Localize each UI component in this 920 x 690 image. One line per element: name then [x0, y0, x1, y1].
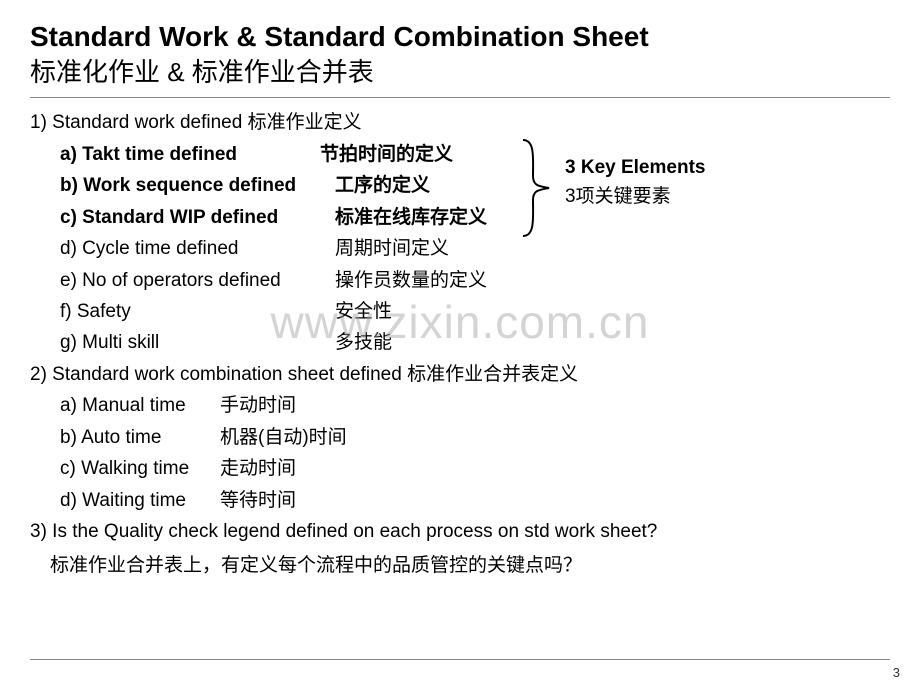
item-zh: 机器(自动)时间: [220, 423, 347, 452]
list-item: b) Work sequence defined 工序的定义: [30, 171, 890, 200]
section3-zh: 标准作业合并表上，有定义每个流程中的品质管控的关键点吗？: [30, 551, 890, 580]
key-elements-zh: 3项关键要素: [565, 183, 705, 212]
title-block: Standard Work & Standard Combination She…: [30, 20, 890, 89]
section1-heading-en: 1) Standard work defined: [30, 108, 242, 137]
list-item: d) Waiting time 等待时间: [30, 486, 890, 515]
slide: Standard Work & Standard Combination She…: [0, 0, 920, 592]
list-item: f) Safety 安全性: [30, 297, 890, 326]
content: 1) Standard work defined 标准作业定义 a) Takt …: [30, 108, 890, 580]
page-number: 3: [893, 665, 900, 680]
list-item: a) Manual time 手动时间: [30, 391, 890, 420]
section3-text-zh: 标准作业合并表上，有定义每个流程中的品质管控的关键点吗？: [50, 551, 582, 580]
section1-heading-zh: 标准作业定义: [248, 108, 362, 137]
key-elements: 3 Key Elements 3项关键要素: [565, 154, 705, 211]
section3-text-en: 3) Is the Quality check legend defined o…: [30, 517, 657, 546]
list-item: b) Auto time 机器(自动)时间: [30, 423, 890, 452]
section2-heading: 2) Standard work combination sheet defin…: [30, 360, 890, 389]
item-en: b) Work sequence defined: [60, 171, 335, 200]
item-en: e) No of operators defined: [60, 266, 335, 295]
item-en: a) Takt time defined: [60, 140, 320, 169]
key-elements-en: 3 Key Elements: [565, 154, 705, 183]
item-en: b) Auto time: [60, 423, 220, 452]
list-item: c) Standard WIP defined 标准在线库存定义: [30, 203, 890, 232]
item-zh: 手动时间: [220, 391, 296, 420]
section1-heading: 1) Standard work defined 标准作业定义: [30, 108, 890, 137]
section3-en: 3) Is the Quality check legend defined o…: [30, 517, 890, 546]
list-item: g) Multi skill 多技能: [30, 328, 890, 357]
item-en: c) Walking time: [60, 454, 220, 483]
item-zh: 工序的定义: [335, 171, 430, 200]
title-zh: 标准化作业 & 标准作业合并表: [30, 56, 890, 90]
list-item: d) Cycle time defined 周期时间定义: [30, 234, 890, 263]
item-en: a) Manual time: [60, 391, 220, 420]
section2-heading-zh: 标准作业合并表定义: [407, 360, 578, 389]
section2-heading-en: 2) Standard work combination sheet defin…: [30, 360, 402, 389]
title-divider: [30, 97, 890, 98]
list-item: a) Takt time defined 节拍时间的定义: [30, 140, 890, 169]
item-zh: 周期时间定义: [335, 234, 449, 263]
item-zh: 操作员数量的定义: [335, 266, 487, 295]
footer-divider: [30, 659, 890, 660]
item-zh: 多技能: [335, 328, 392, 357]
item-en: g) Multi skill: [60, 328, 335, 357]
item-en: d) Waiting time: [60, 486, 220, 515]
item-zh: 走动时间: [220, 454, 296, 483]
list-item: c) Walking time 走动时间: [30, 454, 890, 483]
item-zh: 等待时间: [220, 486, 296, 515]
item-en: d) Cycle time defined: [60, 234, 335, 263]
item-zh: 节拍时间的定义: [320, 140, 453, 169]
brace-icon: [515, 138, 555, 238]
item-zh: 标准在线库存定义: [335, 203, 487, 232]
list-item: e) No of operators defined 操作员数量的定义: [30, 266, 890, 295]
item-en: f) Safety: [60, 297, 335, 326]
item-en: c) Standard WIP defined: [60, 203, 335, 232]
title-en: Standard Work & Standard Combination She…: [30, 20, 890, 54]
item-zh: 安全性: [335, 297, 392, 326]
